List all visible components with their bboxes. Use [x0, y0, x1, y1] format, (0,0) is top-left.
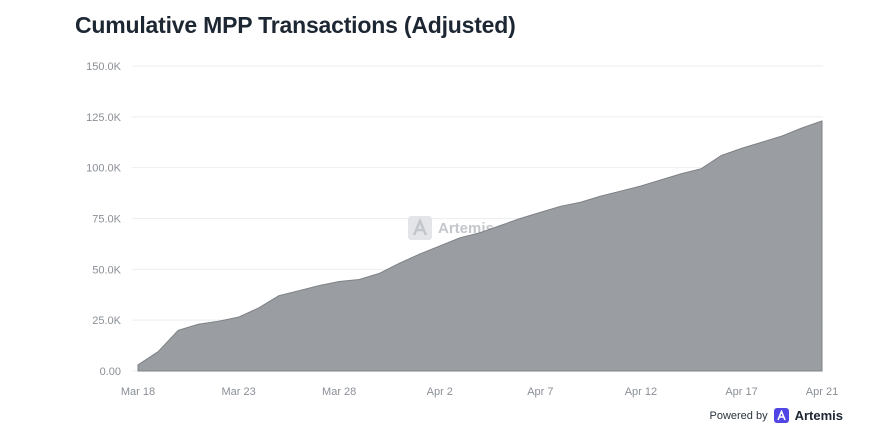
- area-fill: [137, 120, 823, 372]
- area-series: [137, 120, 823, 372]
- y-tick-label: 100.0K: [86, 163, 122, 175]
- y-tick-label: 0.00: [100, 366, 121, 378]
- powered-by-credit[interactable]: Powered by Artemis: [709, 408, 843, 423]
- y-tick-label: 150.0K: [86, 61, 122, 73]
- artemis-watermark-glyph: [412, 217, 428, 236]
- y-tick-label: 75.0K: [92, 214, 121, 226]
- artemis-brand-label: Artemis: [794, 408, 843, 423]
- y-axis-ticks: 0.00 25.0K 50.0K 75.0K 100.0K 125.0K 150.0K: [86, 61, 122, 378]
- artemis-logo-icon: [773, 408, 789, 423]
- watermark: Artemis: [408, 216, 494, 240]
- x-tick-label: Mar 28: [322, 386, 356, 398]
- x-tick-label: Mar 18: [121, 386, 155, 398]
- x-tick-label: Apr 2: [427, 386, 453, 398]
- powered-by-label: Powered by: [709, 409, 768, 422]
- x-tick-label: Apr 17: [725, 386, 757, 398]
- x-tick-label: Mar 23: [221, 386, 255, 398]
- x-tick-label: Apr 12: [625, 386, 657, 398]
- y-tick-label: 50.0K: [92, 264, 121, 276]
- y-tick-label: 25.0K: [92, 315, 121, 327]
- x-axis-ticks: Mar 18 Mar 23 Mar 28 Apr 2 Apr 7 Apr 12 Apr 17…: [121, 386, 838, 398]
- x-tick-label: Apr 21: [806, 386, 838, 398]
- chart-title: Cumulative MPP Transactions (Adjusted): [75, 12, 516, 38]
- x-tick-label: Apr 7: [527, 386, 553, 398]
- y-tick-label: 125.0K: [86, 112, 122, 124]
